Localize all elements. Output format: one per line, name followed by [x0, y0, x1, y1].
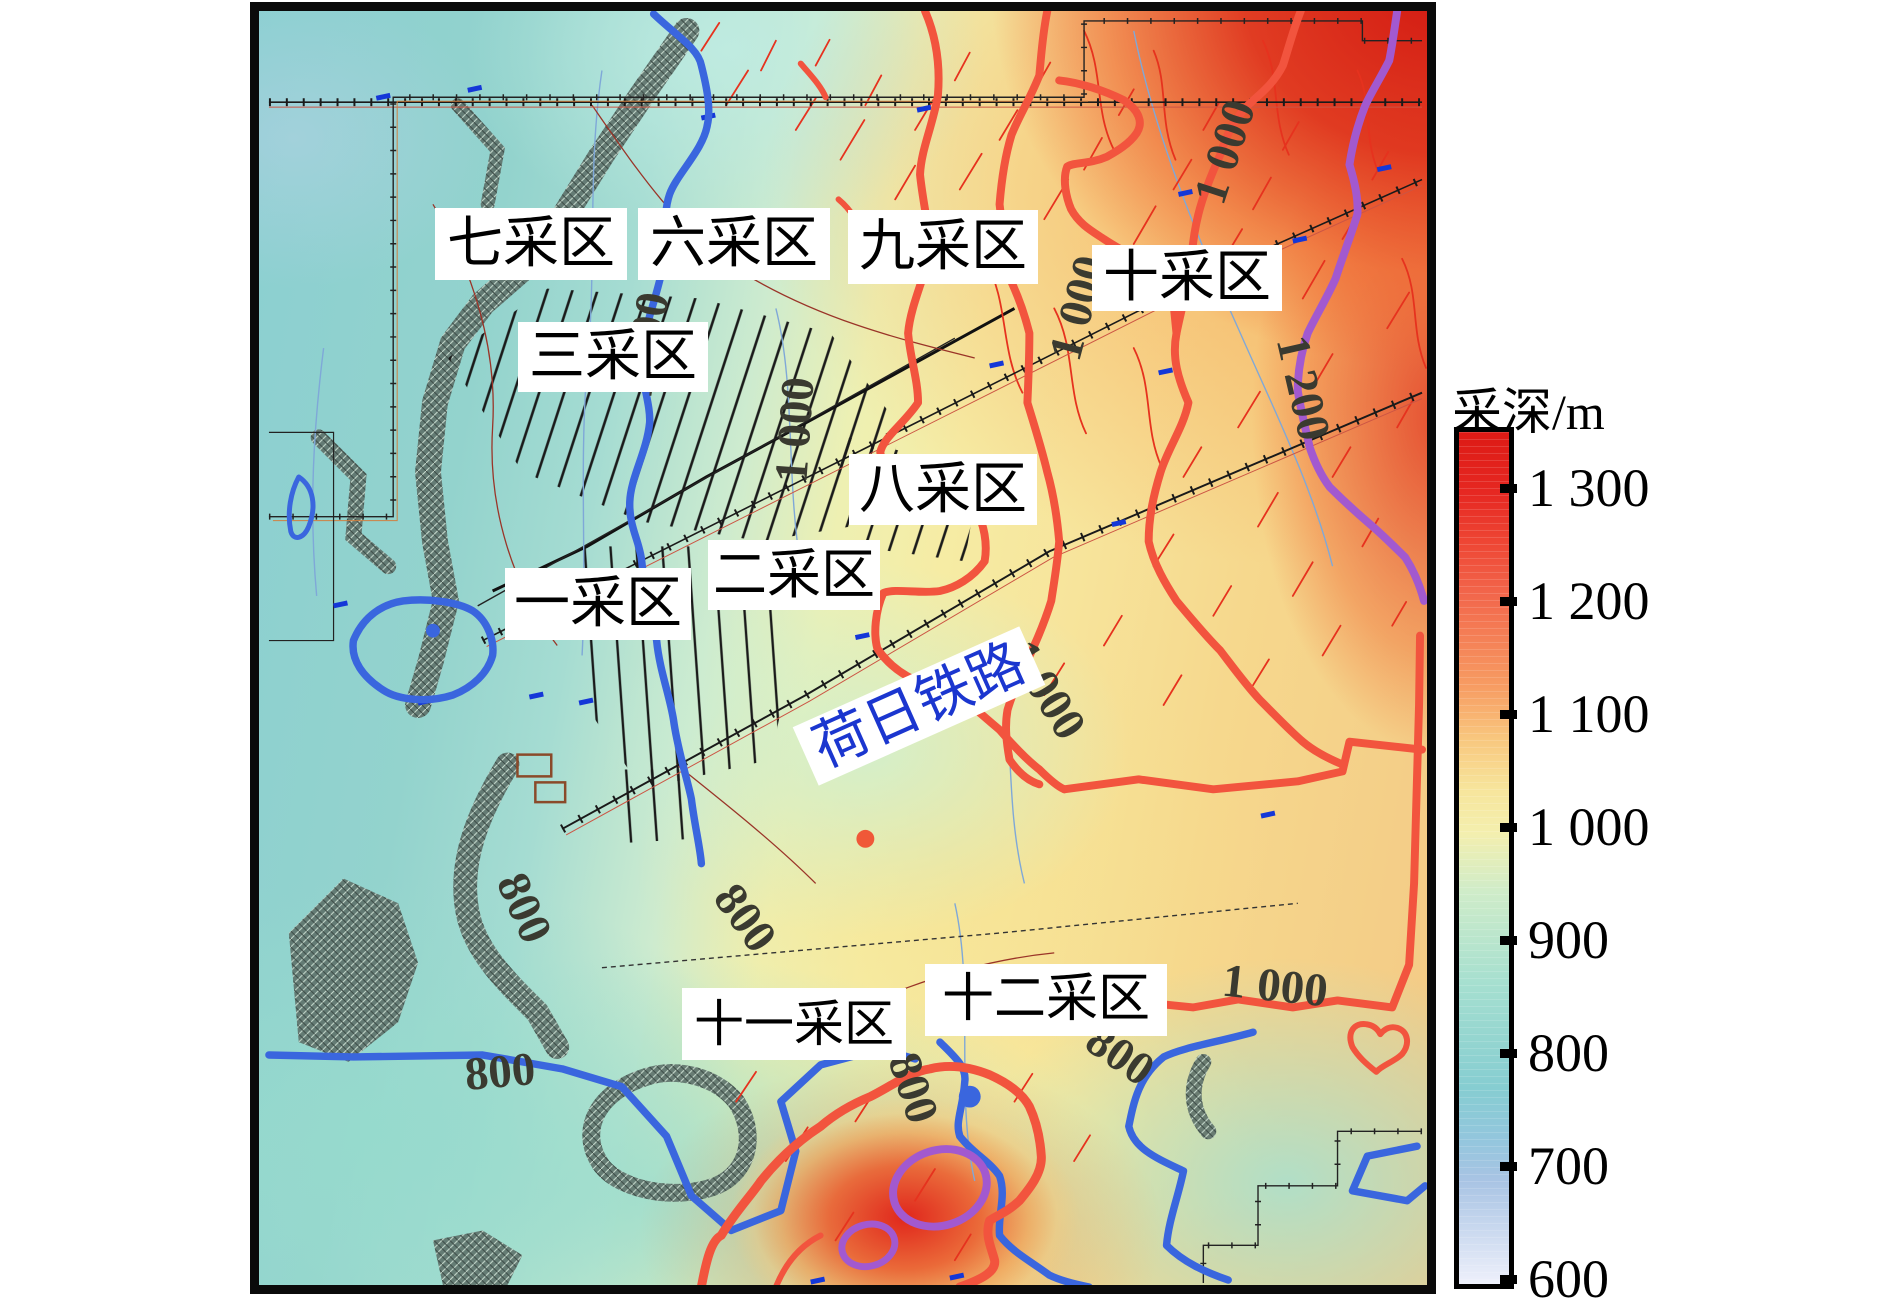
- colorbar-label-700: 700: [1528, 1136, 1609, 1196]
- district-label-eight: 八采区: [849, 454, 1037, 525]
- colorbar-label-1000: 1 000: [1528, 797, 1650, 857]
- colorbar-label-1100: 1 100: [1528, 684, 1650, 744]
- contour-1200-purple: [838, 11, 1427, 1271]
- district-label-seven: 七采区: [435, 208, 627, 280]
- district-label-twelve: 十二采区: [925, 964, 1167, 1036]
- map-vector-overlay: [265, 11, 1427, 1285]
- colorbar-tick-1300: [1500, 484, 1517, 493]
- colorbar-tick-600: [1500, 1275, 1517, 1284]
- district-label-two: 二采区: [708, 540, 880, 610]
- colorbar-tick-700: [1500, 1162, 1517, 1171]
- district-label-six: 六采区: [638, 208, 830, 280]
- colorbar-tick-1100: [1500, 710, 1517, 719]
- district-label-one: 一采区: [505, 568, 691, 640]
- contour-label-1000-b: 1 000: [765, 375, 825, 485]
- colorbar-tick-1200: [1500, 597, 1517, 606]
- map-panel: [250, 2, 1436, 1294]
- contour-800-blue: [265, 11, 1427, 1285]
- colorbar-label-1300: 1 300: [1528, 458, 1650, 518]
- district-label-nine: 九采区: [848, 210, 1038, 284]
- colorbar-label-800: 800: [1528, 1023, 1609, 1083]
- mine-boundary: [268, 17, 1423, 1284]
- contour-1000-red: [697, 11, 1427, 1285]
- colorbar-label-1200: 1 200: [1528, 571, 1650, 631]
- colorbar: [1454, 427, 1514, 1289]
- colorbar-tick-1000: [1500, 823, 1517, 832]
- colorbar-label-900: 900: [1528, 910, 1609, 970]
- colorbar-tick-900: [1500, 936, 1517, 945]
- district-label-three: 三采区: [518, 322, 708, 392]
- station-dot: [856, 829, 875, 848]
- colorbar-label-600: 600: [1528, 1249, 1609, 1309]
- contour-label-800-c: 800: [462, 1043, 538, 1101]
- district-label-ten: 十采区: [1092, 245, 1282, 311]
- contour-label-1000-f: 1 000: [1219, 954, 1331, 1018]
- district-label-eleven: 十一采区: [682, 988, 906, 1060]
- colorbar-tick-800: [1500, 1049, 1517, 1058]
